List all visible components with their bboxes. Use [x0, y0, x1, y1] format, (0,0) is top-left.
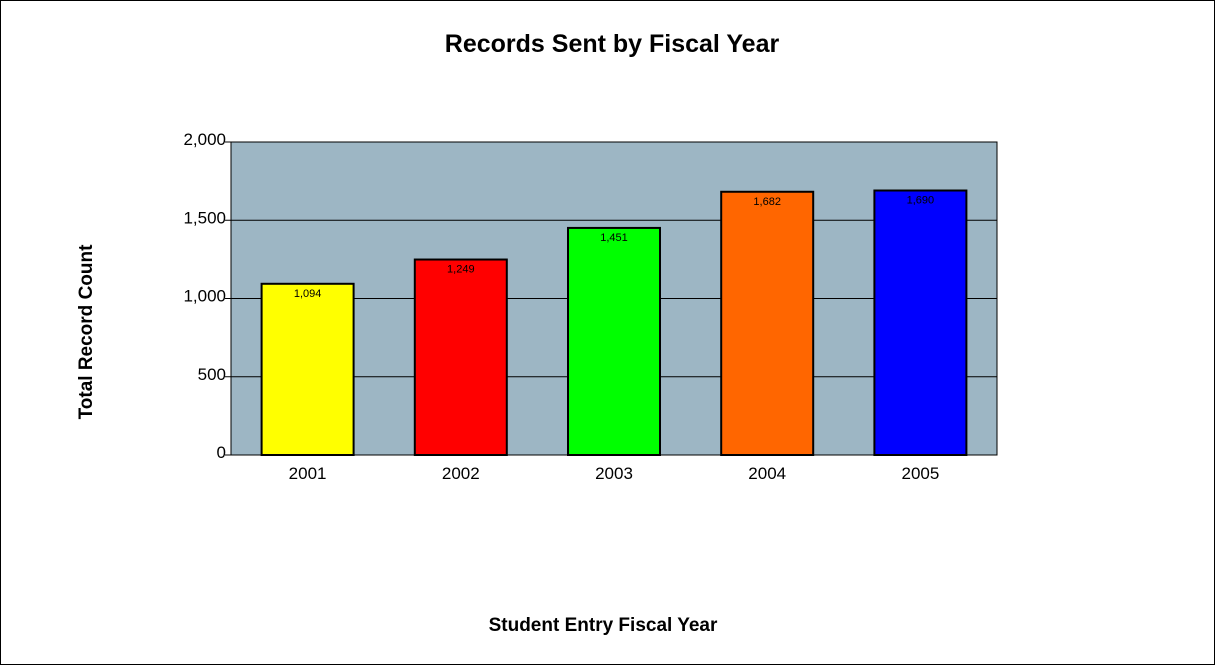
bar-2002	[413, 258, 508, 456]
chart-title: Records Sent by Fiscal Year	[445, 30, 780, 58]
x-axis-title: Student Entry Fiscal Year	[489, 615, 718, 636]
data-label: 1,682	[753, 196, 781, 208]
x-tick-label: 2004	[748, 464, 786, 483]
x-tick-label: 2002	[442, 464, 480, 483]
bar-2001	[260, 282, 355, 456]
y-tick-label: 2,000	[183, 130, 226, 149]
x-tick-label: 2001	[289, 464, 327, 483]
bar-2005	[873, 189, 968, 456]
y-tick-label: 1,000	[183, 287, 226, 306]
x-tick-label: 2005	[901, 464, 939, 483]
y-tick-label: 500	[198, 365, 226, 384]
y-tick-label: 1,500	[183, 208, 226, 227]
data-label: 1,451	[600, 232, 628, 244]
y-tick-label: 0	[217, 443, 226, 462]
x-tick-label: 2003	[595, 464, 633, 483]
bar-2004	[720, 190, 815, 456]
data-label: 1,094	[294, 288, 322, 300]
plot-area: 0 500 1,000 1,500 2,000 1,094 2001 1,249 2002 1,4…	[183, 130, 998, 483]
y-axis-title: Total Record Count	[76, 244, 97, 420]
data-label: 1,690	[907, 195, 935, 207]
bar-2003	[567, 226, 661, 456]
data-label: 1,249	[447, 264, 475, 276]
